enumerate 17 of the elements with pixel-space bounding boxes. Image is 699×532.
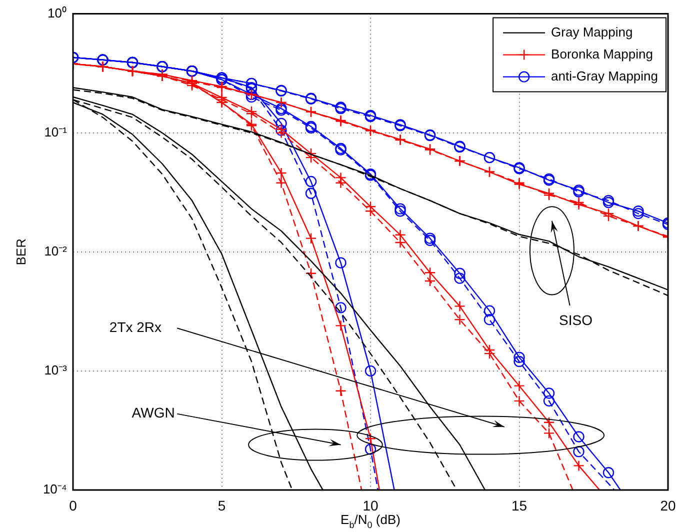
legend-label: anti-Gray Mapping [551,68,658,84]
annotation: AWGN [132,404,175,421]
x-tick-label: 0 [69,497,78,514]
y-tick-label: 10⁻³ [44,362,68,378]
legend-label: Boronka Mapping [551,46,653,62]
y-axis-title: BER [13,238,28,266]
annotation: 2Tx 2Rx [109,318,162,335]
y-tick-label: 10⁰ [48,5,67,20]
legend-label: Gray Mapping [551,24,633,40]
x-tick-label: 5 [218,497,226,514]
x-tick-label: 15 [511,497,528,514]
annotation: SISO [559,312,593,328]
x-tick-label: 10 [362,497,378,514]
y-tick-label: 10⁻⁴ [42,482,67,497]
y-tick-label: 10⁻¹ [44,124,68,140]
y-tick-label: 10⁻² [44,243,68,258]
x-tick-label: 20 [660,497,676,514]
